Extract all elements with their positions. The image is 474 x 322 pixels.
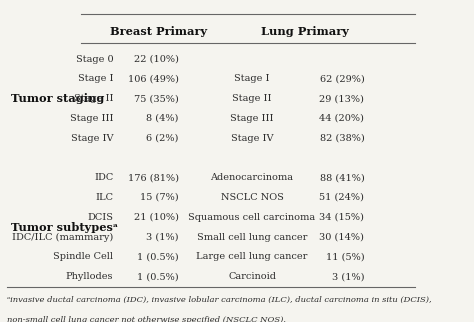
Text: NSCLC NOS: NSCLC NOS — [220, 193, 283, 202]
Text: 51 (24%): 51 (24%) — [319, 193, 365, 202]
Text: Large cell lung cancer: Large cell lung cancer — [196, 252, 308, 261]
Text: 176 (81%): 176 (81%) — [128, 173, 179, 182]
Text: 75 (35%): 75 (35%) — [134, 94, 179, 103]
Text: 44 (20%): 44 (20%) — [319, 114, 365, 123]
Text: Stage I: Stage I — [78, 74, 113, 83]
Text: 3 (1%): 3 (1%) — [146, 232, 179, 242]
Text: 88 (41%): 88 (41%) — [319, 173, 365, 182]
Text: ILC: ILC — [95, 193, 113, 202]
Text: 30 (14%): 30 (14%) — [319, 232, 365, 242]
Text: Small cell lung cancer: Small cell lung cancer — [197, 232, 307, 242]
Text: 1 (0.5%): 1 (0.5%) — [137, 252, 179, 261]
Text: Stage III: Stage III — [230, 114, 274, 123]
Text: Phyllodes: Phyllodes — [66, 272, 113, 281]
Text: 62 (29%): 62 (29%) — [319, 74, 365, 83]
Text: non-small cell lung cancer not otherwise specified (NSCLC NOS).: non-small cell lung cancer not otherwise… — [7, 316, 286, 322]
Text: Stage II: Stage II — [232, 94, 272, 103]
Text: Stage IV: Stage IV — [231, 134, 273, 143]
Text: Lung Primary: Lung Primary — [261, 26, 349, 37]
Text: IDC: IDC — [94, 173, 113, 182]
Text: 34 (15%): 34 (15%) — [319, 213, 365, 222]
Text: ᵃinvasive ductal carcinoma (IDC), invasive lobular carcinoma (ILC), ductal carci: ᵃinvasive ductal carcinoma (IDC), invasi… — [7, 296, 432, 304]
Text: 3 (1%): 3 (1%) — [332, 272, 365, 281]
Text: Stage III: Stage III — [70, 114, 113, 123]
Text: 11 (5%): 11 (5%) — [326, 252, 365, 261]
Text: 82 (38%): 82 (38%) — [319, 134, 365, 143]
Text: IDC/ILC (mammary): IDC/ILC (mammary) — [12, 232, 113, 242]
Text: 15 (7%): 15 (7%) — [140, 193, 179, 202]
Text: 6 (2%): 6 (2%) — [146, 134, 179, 143]
Text: Stage 0: Stage 0 — [76, 55, 113, 64]
Text: Tumor staging: Tumor staging — [11, 93, 105, 104]
Text: Squamous cell carcinoma: Squamous cell carcinoma — [189, 213, 316, 222]
Text: 1 (0.5%): 1 (0.5%) — [137, 272, 179, 281]
Text: 29 (13%): 29 (13%) — [319, 94, 365, 103]
Text: Tumor subtypesᵃ: Tumor subtypesᵃ — [11, 222, 119, 233]
Text: 22 (10%): 22 (10%) — [134, 55, 179, 64]
Text: DCIS: DCIS — [87, 213, 113, 222]
Text: Adenocarcinoma: Adenocarcinoma — [210, 173, 293, 182]
Text: Stage II: Stage II — [74, 94, 113, 103]
Text: Carcinoid: Carcinoid — [228, 272, 276, 281]
Text: Spindle Cell: Spindle Cell — [53, 252, 113, 261]
Text: Stage I: Stage I — [234, 74, 270, 83]
Text: 106 (49%): 106 (49%) — [128, 74, 179, 83]
Text: Stage IV: Stage IV — [71, 134, 113, 143]
Text: 21 (10%): 21 (10%) — [134, 213, 179, 222]
Text: 8 (4%): 8 (4%) — [146, 114, 179, 123]
Text: Breast Primary: Breast Primary — [109, 26, 207, 37]
